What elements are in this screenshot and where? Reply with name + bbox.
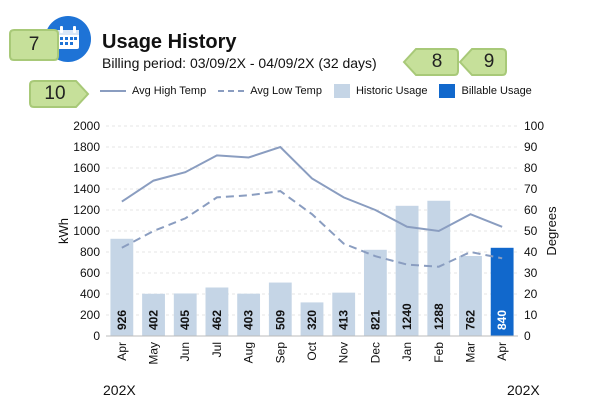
bar-value-label: 320 [305, 310, 319, 330]
y-axis-label-left: kWh [56, 218, 71, 244]
x-tick-label: Oct [305, 341, 319, 360]
bar-value-label: 926 [115, 310, 129, 330]
x-tick-label: Jan [400, 342, 414, 361]
legend-high-label: Avg High Temp [132, 85, 207, 97]
y-tick-right: 40 [524, 245, 538, 259]
year-label-left: 202X [103, 382, 136, 398]
billable-bar [490, 247, 514, 336]
bar-value-label: 840 [495, 310, 509, 330]
y-tick-right: 70 [524, 182, 538, 196]
x-tick-label: Jun [178, 342, 192, 361]
y-tick-left: 1000 [73, 224, 100, 238]
y-tick-left: 2000 [73, 119, 100, 133]
x-tick-label: Feb [432, 342, 446, 363]
usage-bar [268, 282, 292, 336]
legend-high-temp: Avg High Temp [100, 85, 206, 97]
bar-value-label: 1288 [432, 303, 446, 330]
y-tick-right: 0 [524, 329, 531, 343]
usage-bar [110, 238, 134, 336]
usage-bar [427, 200, 451, 336]
legend-low-label: Avg Low Temp [250, 85, 322, 97]
year-label-right: 202X [507, 382, 540, 398]
x-tick-label: Dec [368, 342, 382, 363]
usage-bar [395, 205, 419, 336]
usage-bar [300, 302, 324, 336]
usage-bar [173, 293, 197, 336]
y-tick-right: 10 [524, 308, 538, 322]
x-tick-label: Nov [337, 342, 351, 363]
legend-billable: Billable Usage [439, 84, 532, 98]
usage-bar [237, 293, 261, 336]
bar-value-label: 403 [242, 310, 256, 330]
x-tick-label: Apr [115, 342, 129, 361]
callout-7: 7 [8, 28, 60, 62]
bar-value-label: 1240 [400, 303, 414, 330]
avg-high-temp-line [121, 145, 503, 233]
y-tick-left: 1800 [73, 140, 100, 154]
usage-bar [205, 287, 229, 336]
billing-period: Billing period: 03/09/2X - 04/09/2X (32 … [102, 55, 377, 71]
y-tick-right: 20 [524, 287, 538, 301]
legend-historic: Historic Usage [333, 84, 428, 98]
usage-bar [363, 249, 387, 336]
y-tick-right: 90 [524, 140, 538, 154]
bar-value-label: 405 [178, 310, 192, 330]
usage-bar [142, 293, 165, 336]
y-tick-left: 1200 [73, 203, 100, 217]
usage-bar [332, 292, 356, 336]
bar-value-label: 462 [210, 310, 224, 330]
y-tick-right: 60 [524, 203, 538, 217]
bar-value-label: 509 [273, 310, 287, 330]
bar-value-label: 762 [463, 310, 477, 330]
x-tick-label: May [147, 342, 161, 365]
y-tick-right: 80 [524, 161, 538, 175]
x-tick-label: Apr [495, 342, 509, 361]
x-tick-label: Jul [210, 342, 224, 357]
avg-low-temp-line [121, 190, 503, 268]
bar-value-label: 821 [368, 310, 382, 330]
y-tick-left: 1600 [73, 161, 100, 175]
callout-10: 10 [28, 79, 90, 109]
legend-low-temp: Avg Low Temp [218, 85, 322, 97]
y-tick-left: 200 [80, 308, 100, 322]
x-tick-label: Mar [463, 342, 477, 363]
y-tick-right: 30 [524, 266, 538, 280]
y-tick-right: 50 [524, 224, 538, 238]
y-tick-left: 600 [80, 266, 100, 280]
legend-billable-label: Billable Usage [461, 85, 532, 97]
y-tick-left: 400 [80, 287, 100, 301]
y-axis-label-right: Degrees [544, 206, 559, 256]
legend-historic-label: Historic Usage [355, 85, 428, 97]
callout-9: 9 [458, 47, 508, 77]
y-tick-left: 0 [93, 329, 100, 343]
x-tick-label: Aug [242, 342, 256, 363]
usage-bar [459, 255, 482, 336]
chart-title: Usage History [102, 31, 237, 53]
y-tick-left: 1400 [73, 182, 100, 196]
y-tick-left: 800 [80, 245, 100, 259]
bar-value-label: 402 [147, 310, 161, 330]
y-tick-right: 100 [524, 119, 544, 133]
bar-value-label: 413 [337, 310, 351, 330]
x-tick-label: Sep [273, 342, 287, 364]
callout-8: 8 [402, 47, 460, 77]
legend: Avg High Temp Avg Low Temp Historic Usag… [100, 84, 544, 98]
